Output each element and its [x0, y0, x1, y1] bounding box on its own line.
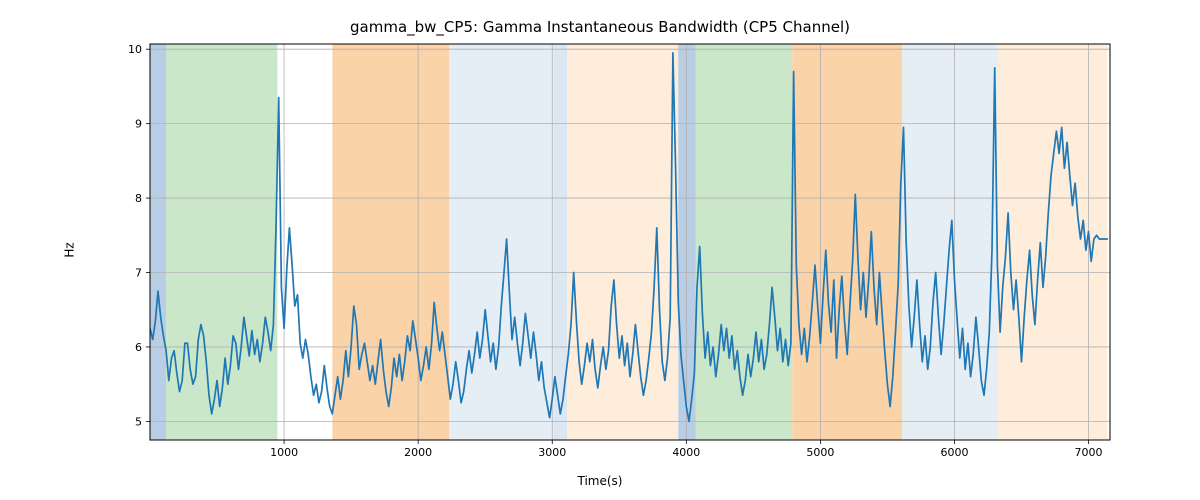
ytick-label: 7 [135, 267, 142, 280]
ytick-label: 5 [135, 415, 142, 428]
xtick-label: 6000 [940, 446, 968, 459]
band-8 [792, 44, 902, 440]
ytick-label: 6 [135, 341, 142, 354]
xtick-label: 7000 [1075, 446, 1103, 459]
band-7 [696, 44, 793, 440]
y-axis-label: Hz [63, 242, 77, 257]
xtick-label: 4000 [672, 446, 700, 459]
xtick-label: 2000 [404, 446, 432, 459]
ytick-label: 9 [135, 118, 142, 131]
band-5 [567, 44, 678, 440]
xtick-label: 1000 [270, 446, 298, 459]
plot-svg: 1000 2000 3000 4000 5000 6000 7000 5 6 7 8 9 10 [0, 0, 1200, 500]
chart-container: gamma_bw_CP5: Gamma Instantaneous Bandwi… [0, 0, 1200, 500]
band-2 [332, 44, 449, 440]
chart-title: gamma_bw_CP5: Gamma Instantaneous Bandwi… [0, 18, 1200, 36]
xtick-label: 5000 [806, 446, 834, 459]
ytick-label: 8 [135, 192, 142, 205]
band-10 [997, 44, 1107, 440]
x-axis-label: Time(s) [0, 474, 1200, 488]
band-0 [150, 44, 166, 440]
ytick-label: 10 [128, 43, 142, 56]
xtick-label: 3000 [538, 446, 566, 459]
y-axis-label-wrap: Hz [60, 0, 80, 500]
